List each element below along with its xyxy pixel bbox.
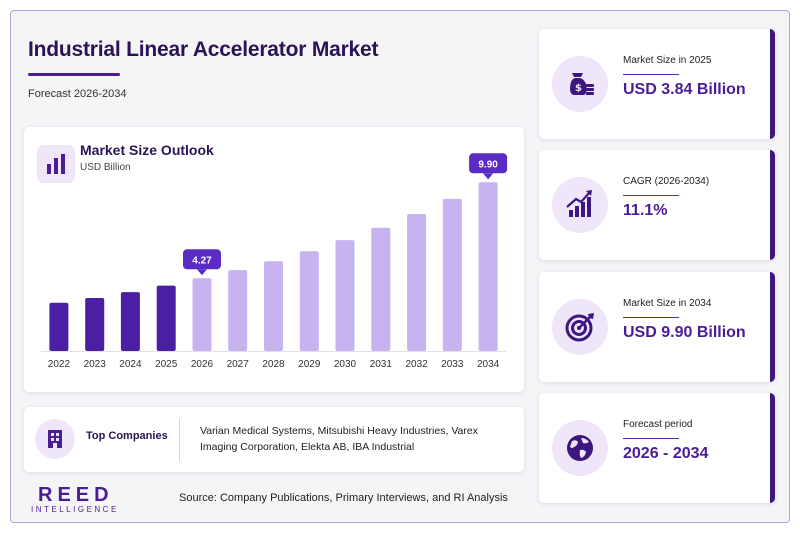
- card-accent: [770, 393, 775, 503]
- stat-label: Market Size in 2025: [623, 55, 712, 66]
- stat-card-cagr: CAGR (2026-2034) 11.1%: [539, 150, 775, 260]
- bar-2034: [478, 182, 498, 351]
- x-tick-label: 2023: [84, 359, 107, 370]
- stat-label: CAGR (2026-2034): [623, 176, 710, 187]
- stat-rule: [623, 317, 679, 318]
- callout-label: 9.90: [478, 159, 498, 170]
- x-tick-label: 2025: [155, 359, 178, 370]
- card-accent: [770, 272, 775, 382]
- stat-value: USD 3.84 Billion: [623, 81, 746, 98]
- bar-2022: [49, 302, 69, 351]
- bar-2026: [192, 278, 212, 351]
- stat-value: 2026 - 2034: [623, 445, 709, 462]
- x-tick-label: 2028: [262, 359, 285, 370]
- x-tick-label: 2029: [298, 359, 321, 370]
- card-accent: [770, 29, 775, 139]
- page-title: Industrial Linear Accelerator Market: [28, 38, 379, 61]
- growth-chart-icon: [552, 177, 608, 233]
- stat-rule: [623, 74, 679, 75]
- bar-2030: [335, 240, 355, 351]
- top-companies-label: Top Companies: [86, 430, 168, 442]
- chart-unit-label: USD Billion: [80, 162, 131, 173]
- bar-2032: [407, 214, 427, 351]
- brand-logo: REED: [38, 484, 114, 506]
- companies-divider: [179, 419, 180, 461]
- svg-text:$: $: [575, 83, 582, 94]
- callout-label: 4.27: [192, 255, 212, 266]
- stat-card-market-2034: Market Size in 2034 USD 9.90 Billion: [539, 272, 775, 382]
- chart-title: Market Size Outlook: [80, 142, 214, 158]
- bar-chart: 2022 2023 2024 2025 2026 2027 2028 2029 2030 2031…: [41, 153, 508, 370]
- x-tick-label: 2030: [334, 359, 357, 370]
- card-accent: [770, 150, 775, 260]
- source-note: Source: Company Publications, Primary In…: [179, 492, 508, 504]
- bar-2033: [442, 198, 462, 351]
- bar-chart-icon: [37, 145, 75, 183]
- money-bag-icon: $: [552, 56, 608, 112]
- callout-2034: 9.90: [469, 153, 508, 180]
- callout-2026: 4.27: [183, 249, 221, 276]
- globe-icon: [552, 420, 608, 476]
- stat-label: Forecast period: [623, 419, 693, 430]
- title-underline: [28, 73, 120, 76]
- x-tick-label: 2027: [227, 359, 250, 370]
- brand-logo-subtitle: INTELLIGENCE: [31, 505, 119, 514]
- bar-2031: [371, 227, 391, 351]
- x-tick-label: 2034: [477, 359, 500, 370]
- x-tick-label: 2022: [48, 359, 71, 370]
- bar-2025: [156, 285, 176, 351]
- top-companies-card: Top Companies Varian Medical Systems, Mi…: [24, 407, 524, 472]
- building-icon: [35, 419, 75, 459]
- top-companies-list: Varian Medical Systems, Mitsubishi Heavy…: [200, 425, 478, 453]
- stat-value: USD 9.90 Billion: [623, 324, 746, 341]
- stat-card-market-2025: $ Market Size in 2025 USD 3.84 Billion: [539, 29, 775, 139]
- x-tick-label: 2024: [119, 359, 142, 370]
- chart-card: Market Size Outlook USD Billion 2022 2023…: [24, 127, 524, 392]
- x-tick-label: 2031: [370, 359, 393, 370]
- x-tick-label: 2032: [405, 359, 428, 370]
- stat-value: 11.1%: [623, 202, 668, 219]
- stat-rule: [623, 195, 679, 196]
- bar-2023: [85, 298, 105, 351]
- stat-card-forecast-period: Forecast period 2026 - 2034: [539, 393, 775, 503]
- bar-2024: [120, 292, 140, 351]
- x-tick-label: 2033: [441, 359, 464, 370]
- x-tick-label: 2026: [191, 359, 214, 370]
- target-icon: [552, 299, 608, 355]
- stat-label: Market Size in 2034: [623, 298, 712, 309]
- bar-2029: [299, 251, 319, 351]
- stat-rule: [623, 438, 679, 439]
- bar-2027: [228, 270, 248, 351]
- page-subtitle: Forecast 2026-2034: [28, 88, 127, 100]
- bar-2028: [264, 261, 283, 351]
